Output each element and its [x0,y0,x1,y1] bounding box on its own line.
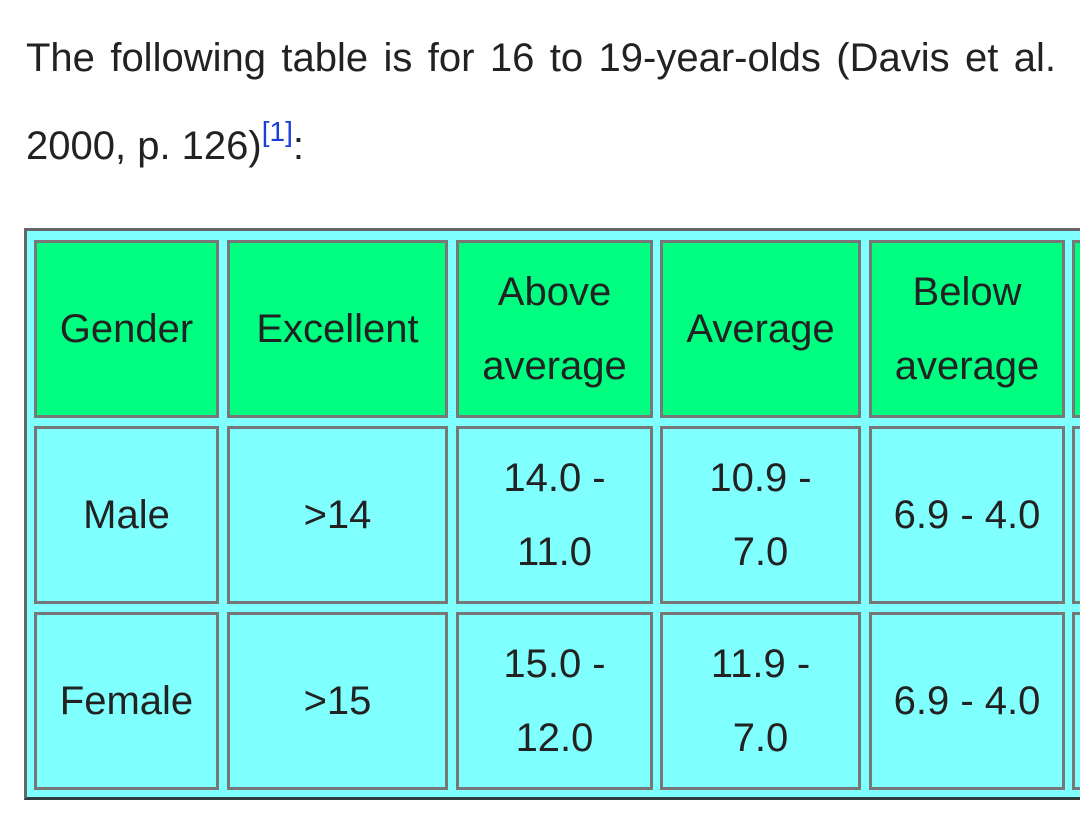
cell-text: 6.9 - 4.0 [893,493,1041,537]
cell-text: 15.0 - 12.0 [503,642,606,760]
table-cell: 6.9 - 4.0 [869,426,1065,604]
cell-text: 14.0 - 11.0 [503,456,606,574]
table-cell: >14 [227,426,448,604]
header-cell: Excellent [227,240,448,418]
reference-link[interactable]: [1] [261,116,293,147]
cell-text: Male [83,493,170,537]
cell-text: Average [686,307,835,351]
cell-text: Gender [59,307,194,351]
cell-text: 11.9 - 7.0 [710,642,811,760]
table-cell: 10.9 - 7.0 [660,426,861,604]
table-cell: 14.0 - 11.0 [456,426,653,604]
punctuation: : [292,124,305,168]
cell-text: >15 [303,679,372,723]
table-cell: 6.9 - 4.0 [869,612,1065,790]
table-cell [1072,426,1080,604]
table-cell: 11.9 - 7.0 [660,612,861,790]
table-cell: >15 [227,612,448,790]
header-cell [1072,240,1080,418]
table-cell [1072,612,1080,790]
header-cell: Above average [456,240,653,418]
cell-text: >14 [303,493,372,537]
cell-text: 10.9 - 7.0 [709,456,812,574]
cell-text: Excellent [256,307,419,351]
table-cell: Female [34,612,219,790]
cell-text: 6.9 - 4.0 [893,679,1041,723]
cell-text: Below average [894,270,1040,388]
table-cell: 15.0 - 12.0 [456,612,653,790]
table-cell: Male [34,426,219,604]
intro-text: The following table is for 16 to 19-year… [26,36,1056,168]
intro-paragraph: The following table is for 16 to 19-year… [26,14,1056,190]
header-cell: Gender [34,240,219,418]
table: Gender Excellent Above average Average Below… [24,228,1080,800]
cell-text: Above average [482,270,627,388]
header-cell: Average [660,240,861,418]
header-cell: Below average [869,240,1065,418]
cell-text: Female [59,679,194,723]
